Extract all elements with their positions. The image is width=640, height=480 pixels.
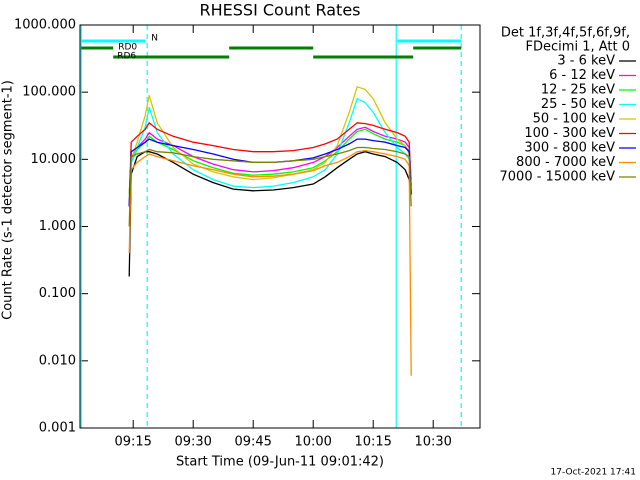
y-tick-label: 0.100 (39, 286, 76, 301)
y-tick-label: 0.010 (39, 353, 76, 368)
legend-label: 6 - 12 keV (549, 68, 615, 83)
legend-label: 25 - 50 keV (541, 97, 615, 112)
series-line (128, 151, 412, 277)
x-tick-label: 10:30 (414, 435, 451, 450)
legend-label: 100 - 300 keV (524, 126, 615, 141)
y-tick-label: 10.000 (31, 152, 77, 167)
chart-title: RHESSI Count Rates (200, 1, 361, 20)
series-line (128, 128, 412, 195)
flag-label: RD0 (118, 43, 137, 53)
series-line (128, 85, 412, 195)
x-tick-label: 10:15 (354, 435, 391, 450)
y-tick-label: 1.000 (39, 219, 76, 234)
y-tick-label: 0.001 (39, 421, 76, 436)
plot-frame (79, 24, 481, 429)
legend-label: 300 - 800 keV (524, 141, 615, 156)
flag-label: N (151, 34, 158, 44)
flag-label: RD6 (117, 52, 136, 62)
legend-label: 3 - 6 keV (557, 54, 615, 69)
footer: 17-Oct-2021 17:41 (551, 468, 636, 478)
legend-label: 12 - 25 keV (541, 83, 615, 98)
series-line (128, 146, 412, 227)
series-line (128, 126, 412, 195)
series-line (128, 121, 412, 207)
legend-label: 7000 - 15000 keV (500, 170, 616, 185)
legend-label: 800 - 7000 keV (516, 155, 615, 170)
legend-header: FDecimi 1, Att 0 (526, 40, 630, 55)
legend-header: Det 1f,3f,4f,5f,6f,9f, (501, 26, 630, 41)
y-axis-label: Count Rate (s-1 detector segment-1) (1, 80, 16, 320)
y-tick-label: 100.000 (22, 85, 76, 100)
x-tick-label: 09:30 (174, 435, 211, 450)
y-tick-label: 1000.000 (14, 18, 76, 33)
series-line (128, 97, 412, 195)
series-line (128, 149, 412, 376)
x-axis-label: Start Time (09-Jun-11 09:01:42) (176, 455, 384, 470)
legend-label: 50 - 100 keV (533, 112, 616, 127)
x-tick-label: 09:45 (234, 435, 271, 450)
x-tick-label: 09:15 (114, 435, 151, 450)
x-tick-label: 10:00 (294, 435, 331, 450)
